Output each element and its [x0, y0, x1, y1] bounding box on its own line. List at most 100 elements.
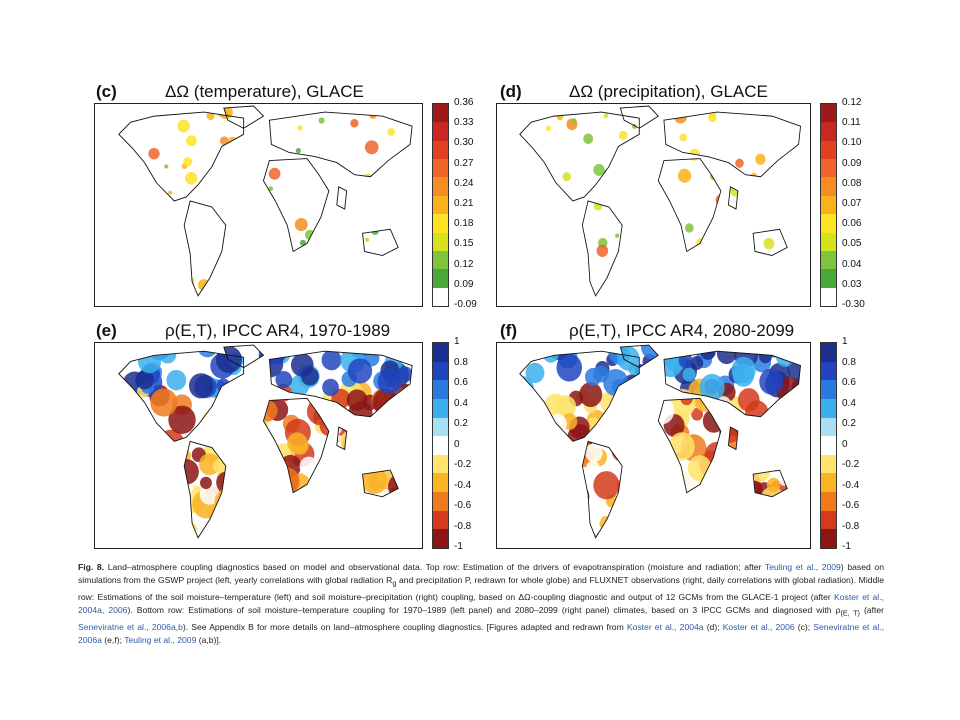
map-cell — [746, 250, 752, 256]
citation-link[interactable]: Teuling et al., 2009 — [764, 562, 841, 572]
coastline — [183, 440, 227, 539]
map-cell — [631, 513, 649, 533]
map-cell — [319, 247, 329, 257]
map-cell — [228, 424, 241, 438]
map-cell — [743, 447, 755, 461]
map-cell — [319, 416, 339, 437]
map-cell — [611, 439, 633, 462]
map-cell — [648, 396, 675, 425]
colorbar-segment — [433, 398, 448, 419]
map-cell — [339, 449, 355, 466]
colorbar — [820, 342, 837, 549]
map-cell — [537, 431, 557, 453]
map-cell — [268, 348, 285, 366]
colorbar-tick-label: 0.2 — [842, 418, 856, 429]
colorbar-segment — [821, 417, 836, 437]
colorbar-segment — [433, 436, 448, 456]
map-cell — [628, 521, 650, 538]
map-cell — [295, 147, 301, 154]
map-cell — [545, 125, 552, 132]
map-cell — [100, 441, 116, 457]
map-cell — [755, 522, 776, 538]
map-cell — [240, 381, 262, 403]
map-cell — [497, 527, 512, 546]
map-cell — [246, 195, 256, 206]
map-cell — [245, 497, 273, 525]
map-cell — [501, 538, 518, 548]
panel-title: ΔΩ (temperature), GLACE — [165, 82, 364, 101]
colorbar-tick-label: 0.6 — [842, 377, 856, 388]
coastline — [619, 344, 659, 369]
map-cell — [118, 424, 139, 453]
citation-link[interactable]: Seneviratne et al., 2006a,b — [78, 622, 183, 633]
map-cell — [763, 237, 775, 250]
map-cell — [525, 362, 545, 384]
map-cell — [222, 179, 230, 186]
map-cell — [519, 208, 525, 217]
citation-link[interactable]: Teuling et al., 2009 — [124, 635, 197, 646]
map-cell — [678, 251, 687, 261]
map-cell — [201, 403, 220, 423]
map-cell — [718, 500, 737, 521]
colorbar-tick-label: -1 — [842, 541, 851, 552]
map-cell — [774, 520, 789, 536]
caption-subscript: (E, T) — [840, 610, 860, 619]
map-cell — [661, 509, 677, 526]
map-cell — [396, 537, 409, 538]
map-cell — [331, 274, 341, 284]
citation-link[interactable]: Koster et al., 2006 — [722, 622, 795, 633]
map-cell — [409, 391, 413, 410]
panel-label: (e) — [96, 321, 117, 340]
map-cell — [95, 428, 109, 453]
map-cell — [548, 463, 562, 478]
map-cell — [497, 437, 512, 454]
map-cell — [519, 479, 537, 508]
map-cell — [228, 451, 247, 471]
map-cell — [331, 458, 357, 484]
map-cell — [147, 214, 160, 227]
colorbar-tick-label: 1 — [454, 336, 460, 347]
map-cell — [400, 345, 413, 365]
citation-link[interactable]: Koster et al., 2004a — [626, 622, 704, 633]
map-cell — [519, 517, 537, 538]
colorbar-segment — [433, 122, 448, 142]
map-cell — [745, 522, 760, 538]
map-cell — [401, 519, 413, 538]
map-cell — [750, 450, 768, 469]
map-cell — [356, 419, 377, 441]
map-cell — [754, 434, 771, 453]
map-cell — [676, 520, 692, 537]
caption-text: and precipitation P, redrawn for whole g… — [78, 575, 884, 603]
map-cell — [103, 105, 108, 110]
map-cell — [257, 400, 278, 422]
map-cell — [118, 507, 120, 532]
citation-link[interactable]: Seneviratne et al., 2006a — [78, 622, 885, 646]
map-cell — [244, 533, 261, 538]
colorbar-segment — [433, 269, 448, 289]
map-cell — [175, 293, 189, 296]
map-cell — [715, 194, 728, 207]
map-cell — [153, 482, 168, 498]
map-cell — [766, 477, 781, 493]
map-cell — [95, 499, 106, 521]
map-cell — [542, 345, 559, 363]
map-cell — [699, 373, 725, 402]
map-cell — [328, 504, 353, 530]
map-cell — [353, 297, 362, 306]
map-cell — [186, 135, 197, 147]
map-cell — [318, 117, 325, 124]
panel-label: (c) — [96, 82, 117, 101]
map-cell — [645, 523, 662, 538]
map-cell — [783, 401, 801, 420]
colorbar-segment — [433, 177, 448, 197]
map-cell — [118, 346, 122, 363]
map-cell — [596, 244, 609, 257]
map-cell — [118, 531, 122, 538]
map-cell — [667, 526, 688, 538]
map-cell — [627, 269, 634, 276]
map-cell — [733, 469, 755, 493]
map-cell — [557, 535, 571, 538]
map-cell — [744, 415, 761, 432]
citation-link[interactable]: Koster et al., 2004a, 2006 — [78, 592, 884, 616]
map-cell — [267, 521, 283, 537]
